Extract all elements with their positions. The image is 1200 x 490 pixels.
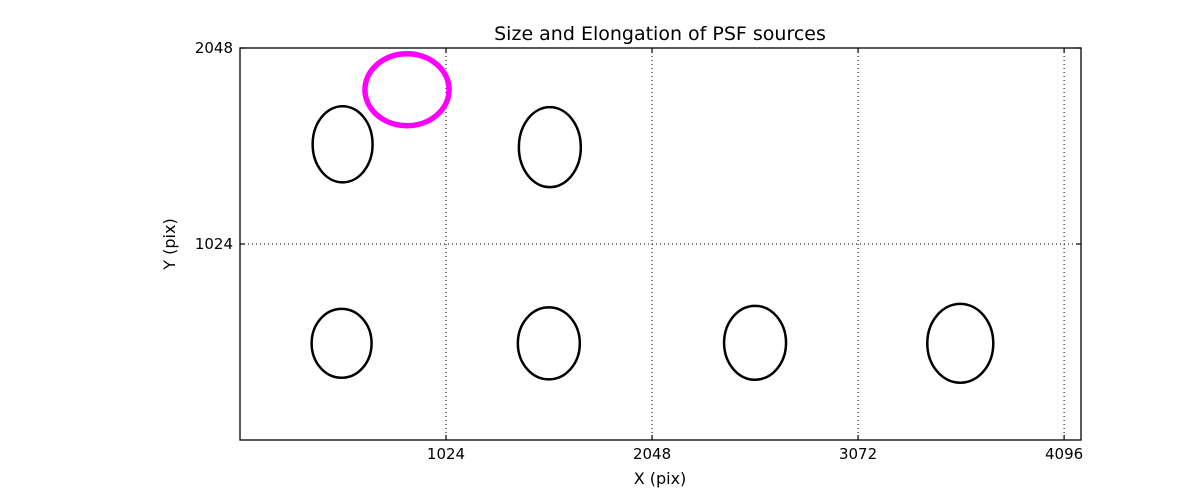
tick-layer [240,47,1081,440]
psf-ellipse [516,306,582,381]
x-tick-label: 4096 [1045,445,1083,463]
ellipse-layer [310,50,995,385]
tick-label-layer: 1024 2048 3072 4096 1024 2048 [195,39,1083,463]
psf-ellipse [311,104,374,184]
x-axis-label: X (pix) [634,469,687,488]
x-tick-label: 1024 [427,445,465,463]
y-tick-label: 2048 [195,39,233,57]
x-tick-label: 2048 [633,445,671,463]
y-axis-label: Y (pix) [160,218,179,270]
x-tick-label: 3072 [839,445,877,463]
chart-title: Size and Elongation of PSF sources [494,23,826,45]
y-tick-label: 1024 [195,235,233,253]
psf-ellipse-highlighted [362,50,452,129]
psf-ellipse [722,304,788,381]
psf-ellipse [517,105,583,189]
psf-ellipse [926,302,995,385]
psf-ellipse [310,307,373,380]
